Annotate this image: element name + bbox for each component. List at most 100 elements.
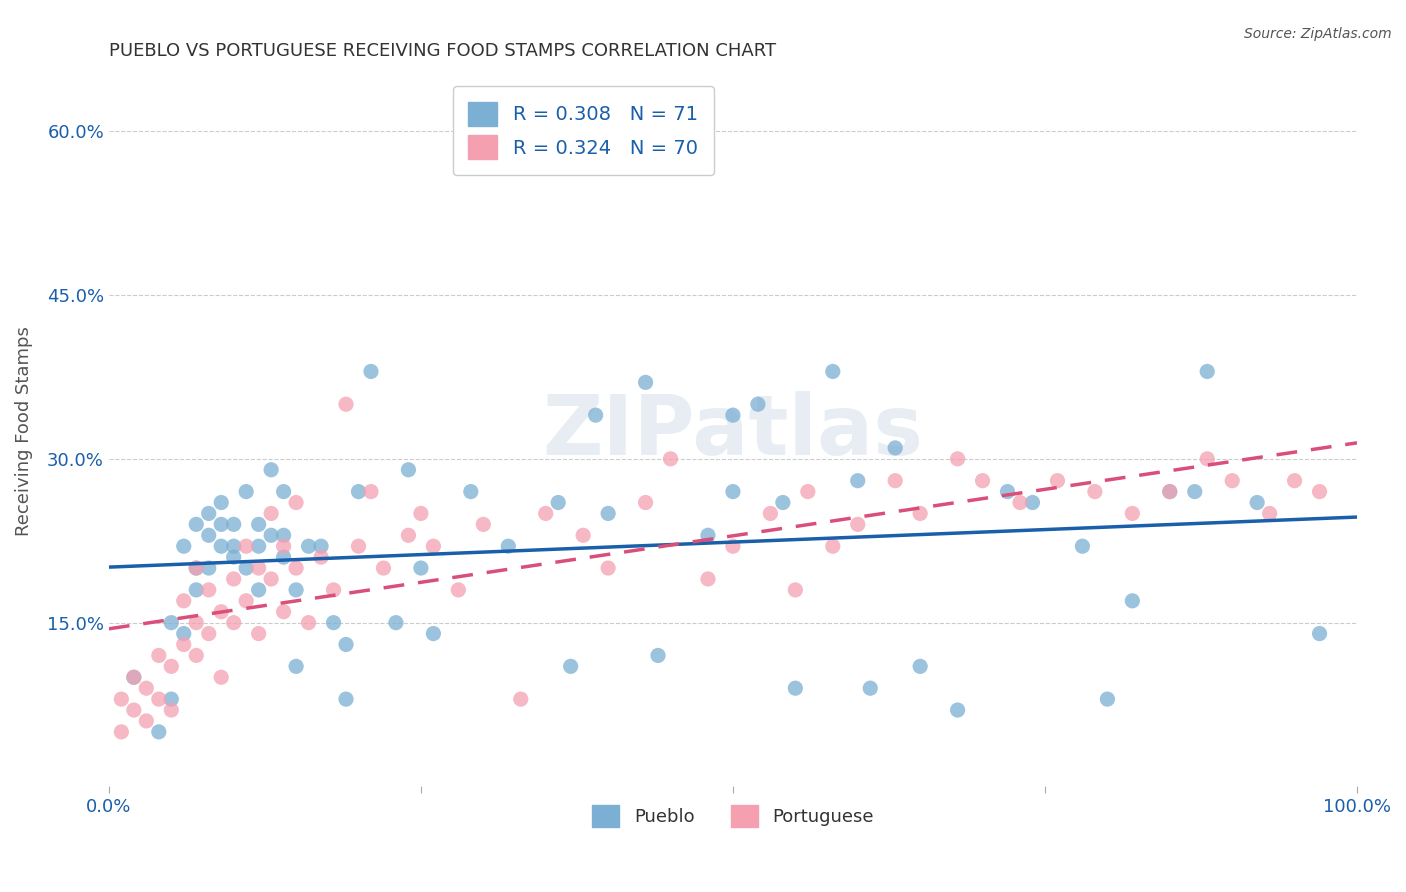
Pueblo xyxy=(1246,495,1268,509)
Portuguese xyxy=(186,561,208,575)
Portuguese xyxy=(797,484,820,499)
Pueblo xyxy=(247,539,270,553)
Pueblo xyxy=(160,692,183,706)
Portuguese xyxy=(946,451,969,466)
Portuguese xyxy=(260,572,283,586)
Pueblo xyxy=(409,561,432,575)
Portuguese xyxy=(534,507,557,521)
Pueblo xyxy=(122,670,145,684)
Pueblo xyxy=(273,484,295,499)
Portuguese xyxy=(785,582,807,597)
Portuguese xyxy=(222,572,245,586)
Portuguese xyxy=(322,582,344,597)
Portuguese xyxy=(135,681,157,696)
Portuguese xyxy=(222,615,245,630)
Pueblo xyxy=(285,582,308,597)
Pueblo xyxy=(273,550,295,565)
Pueblo xyxy=(360,364,382,378)
Pueblo xyxy=(1121,594,1143,608)
Portuguese xyxy=(409,507,432,521)
Pueblo xyxy=(273,528,295,542)
Portuguese xyxy=(186,615,208,630)
Pueblo xyxy=(309,539,332,553)
Portuguese xyxy=(884,474,907,488)
Pueblo xyxy=(186,561,208,575)
Portuguese xyxy=(972,474,994,488)
Portuguese xyxy=(846,517,869,532)
Portuguese xyxy=(509,692,531,706)
Pueblo xyxy=(821,364,844,378)
Pueblo xyxy=(422,626,444,640)
Portuguese xyxy=(160,659,183,673)
Portuguese xyxy=(908,507,931,521)
Portuguese xyxy=(347,539,370,553)
Portuguese xyxy=(1220,474,1243,488)
Portuguese xyxy=(186,648,208,663)
Pueblo xyxy=(173,539,195,553)
Pueblo xyxy=(322,615,344,630)
Portuguese xyxy=(447,582,470,597)
Pueblo xyxy=(1071,539,1094,553)
Pueblo xyxy=(197,507,219,521)
Pueblo xyxy=(209,539,232,553)
Pueblo xyxy=(222,517,245,532)
Portuguese xyxy=(235,594,257,608)
Pueblo xyxy=(908,659,931,673)
Portuguese xyxy=(721,539,744,553)
Pueblo xyxy=(721,408,744,422)
Pueblo xyxy=(297,539,319,553)
Pueblo xyxy=(884,441,907,455)
Portuguese xyxy=(1008,495,1031,509)
Pueblo xyxy=(634,376,657,390)
Portuguese xyxy=(235,539,257,553)
Pueblo xyxy=(186,582,208,597)
Portuguese xyxy=(572,528,595,542)
Portuguese xyxy=(598,561,620,575)
Portuguese xyxy=(1084,484,1107,499)
Portuguese xyxy=(360,484,382,499)
Portuguese xyxy=(422,539,444,553)
Pueblo xyxy=(186,517,208,532)
Portuguese xyxy=(110,724,132,739)
Pueblo xyxy=(160,615,183,630)
Pueblo xyxy=(460,484,482,499)
Pueblo xyxy=(385,615,408,630)
Pueblo xyxy=(235,561,257,575)
Pueblo xyxy=(846,474,869,488)
Portuguese xyxy=(285,495,308,509)
Portuguese xyxy=(122,670,145,684)
Portuguese xyxy=(1258,507,1281,521)
Portuguese xyxy=(209,605,232,619)
Pueblo xyxy=(1184,484,1206,499)
Text: Source: ZipAtlas.com: Source: ZipAtlas.com xyxy=(1244,27,1392,41)
Pueblo xyxy=(859,681,882,696)
Portuguese xyxy=(148,692,170,706)
Portuguese xyxy=(1046,474,1069,488)
Portuguese xyxy=(197,582,219,597)
Pueblo xyxy=(335,638,357,652)
Portuguese xyxy=(285,561,308,575)
Pueblo xyxy=(697,528,720,542)
Portuguese xyxy=(1284,474,1306,488)
Portuguese xyxy=(1159,484,1181,499)
Pueblo xyxy=(247,582,270,597)
Portuguese xyxy=(821,539,844,553)
Pueblo xyxy=(335,692,357,706)
Portuguese xyxy=(173,594,195,608)
Pueblo xyxy=(560,659,582,673)
Pueblo xyxy=(222,550,245,565)
Portuguese xyxy=(247,626,270,640)
Pueblo xyxy=(498,539,520,553)
Portuguese xyxy=(634,495,657,509)
Pueblo xyxy=(997,484,1019,499)
Pueblo xyxy=(1309,626,1331,640)
Pueblo xyxy=(747,397,769,411)
Portuguese xyxy=(1121,507,1143,521)
Portuguese xyxy=(659,451,682,466)
Text: ZIPatlas: ZIPatlas xyxy=(543,391,924,472)
Pueblo xyxy=(260,463,283,477)
Portuguese xyxy=(148,648,170,663)
Pueblo xyxy=(247,517,270,532)
Pueblo xyxy=(721,484,744,499)
Portuguese xyxy=(160,703,183,717)
